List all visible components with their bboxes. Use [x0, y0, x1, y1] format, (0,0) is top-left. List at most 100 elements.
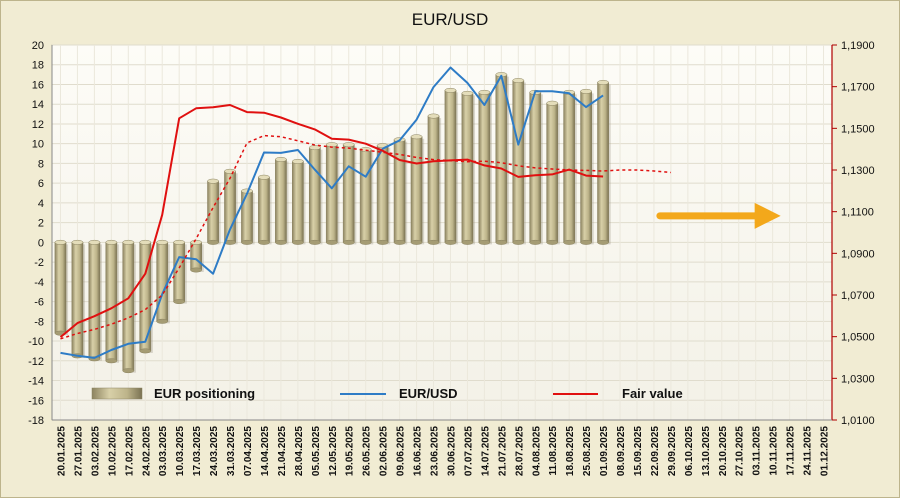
- x-tick-label: 02.06.2025: [379, 426, 390, 476]
- bar-cap: [54, 239, 67, 245]
- x-tick-label: 03.02.2025: [90, 426, 101, 476]
- positioning-bar: [173, 242, 186, 302]
- bar-cap: [342, 142, 355, 148]
- x-tick-label: 22.09.2025: [650, 426, 661, 476]
- x-tick-label: 06.10.2025: [684, 426, 695, 476]
- x-tick-label: 28.07.2025: [514, 426, 525, 476]
- bar-cap: [122, 368, 135, 374]
- y-left-tick-label: 4: [38, 198, 44, 210]
- positioning-bar: [359, 149, 372, 243]
- x-tick-label: 10.02.2025: [107, 426, 118, 476]
- bar-cap: [376, 239, 389, 245]
- x-tick-label: 30.06.2025: [446, 426, 457, 476]
- positioning-bar: [308, 147, 321, 243]
- y-left-tick-label: -6: [34, 297, 44, 309]
- x-tick-label: 20.01.2025: [56, 426, 67, 476]
- x-tick-label: 24.02.2025: [141, 426, 152, 476]
- positioning-bar: [495, 74, 508, 243]
- y-left-tick-label: 18: [32, 60, 44, 72]
- legend: EUR positioning EUR/USD Fair value: [91, 386, 683, 401]
- fair-value-trend-dashed-line: [60, 134, 671, 340]
- bar-cap: [71, 239, 84, 245]
- bar-cap: [258, 174, 270, 180]
- bar-cap: [190, 267, 202, 273]
- positioning-bar: [461, 93, 474, 243]
- x-tick-label: 27.10.2025: [735, 426, 746, 476]
- x-tick-label: 14.04.2025: [260, 426, 271, 476]
- bar-cap: [224, 168, 236, 174]
- positioning-bar: [71, 242, 84, 357]
- x-tick-label: 17.03.2025: [192, 426, 203, 476]
- bar-cap: [410, 134, 423, 140]
- legend-label: EUR positioning: [154, 386, 255, 401]
- plot-area: [51, 44, 833, 421]
- bar-cap: [546, 100, 559, 106]
- y-right-tick-label: 1,1100: [841, 207, 874, 219]
- y-right-tick-label: 1,0700: [841, 290, 875, 302]
- positioning-bar: [478, 92, 491, 243]
- y-left-tick-label: -8: [34, 316, 44, 328]
- bar-cap: [461, 90, 474, 96]
- positioning-bar: [597, 82, 609, 243]
- bar-cap: [597, 239, 609, 245]
- positioning-bar: [207, 180, 219, 243]
- chart-title: EUR/USD: [411, 10, 489, 29]
- positioning-bar: [410, 136, 423, 243]
- x-tick-label: 20.10.2025: [718, 426, 729, 476]
- bar-cap: [342, 239, 355, 245]
- x-tick-label: 03.11.2025: [752, 426, 763, 476]
- bar-cap: [325, 239, 338, 245]
- bar-cap: [88, 239, 101, 245]
- positioning-bar: [258, 176, 270, 243]
- positioning-bar: [241, 190, 253, 243]
- x-tick-label: 26.05.2025: [362, 426, 373, 476]
- bar-cap: [512, 78, 525, 83]
- bar-cap: [292, 239, 304, 245]
- x-tick-label: 17.02.2025: [124, 426, 135, 476]
- forecast-arrow: [656, 202, 781, 229]
- forecast-arrow-head: [754, 202, 781, 229]
- y-right-tick-label: 1,1700: [841, 82, 875, 94]
- positioning-bar: [342, 144, 355, 243]
- bar-cap: [275, 239, 287, 245]
- y-right-tick-label: 1,0300: [841, 373, 875, 385]
- x-tick-label: 19.05.2025: [345, 426, 356, 476]
- grid-lines: [52, 44, 832, 421]
- bar-cap: [207, 178, 219, 184]
- x-tick-label: 11.08.2025: [548, 426, 559, 476]
- bar-cap: [512, 239, 525, 245]
- positioning-bar: [563, 92, 576, 243]
- axes: -18 -16 -14 -12 -10 -8 -6 -4 -2 0 2 4 6 8 10 12 14 16 18 20…: [28, 40, 875, 476]
- y-left-tick-label: -10: [28, 336, 44, 348]
- bar-cap: [478, 239, 491, 245]
- y-left-tick-label: -2: [34, 257, 44, 269]
- x-tick-label: 07.07.2025: [463, 426, 474, 476]
- x-tick-label: 17.11.2025: [786, 426, 797, 476]
- y-left-tick-label: 12: [32, 119, 44, 131]
- positioning-bar: [275, 159, 287, 243]
- bar-cap: [529, 239, 542, 245]
- x-tick-label: 27.01.2025: [73, 426, 84, 476]
- bar-cap: [444, 239, 457, 245]
- positioning-bar: [512, 80, 525, 243]
- bar-cap: [241, 239, 253, 245]
- bar-cap: [207, 239, 219, 245]
- bar-cap: [190, 239, 202, 245]
- positioning-bar: [54, 242, 67, 334]
- x-tick-label: 29.09.2025: [667, 426, 678, 476]
- positioning-bar: [580, 91, 592, 243]
- bar-cap: [173, 299, 186, 305]
- x-tick-label: 07.04.2025: [243, 426, 254, 476]
- x-tick-label: 09.06.2025: [396, 426, 407, 476]
- x-tick-label: 01.12.2025: [820, 426, 831, 476]
- x-tick-label: 28.04.2025: [294, 426, 305, 476]
- y-left-tick-label: 8: [38, 158, 44, 170]
- positioning-bar: [325, 144, 338, 243]
- y-left-tick-label: -18: [28, 415, 44, 427]
- x-tick-label: 21.07.2025: [497, 426, 508, 476]
- x-tick-label: 01.09.2025: [599, 426, 610, 476]
- positioning-bar: [444, 90, 457, 243]
- bar-cap: [563, 239, 576, 245]
- eurusd-line: [60, 66, 604, 359]
